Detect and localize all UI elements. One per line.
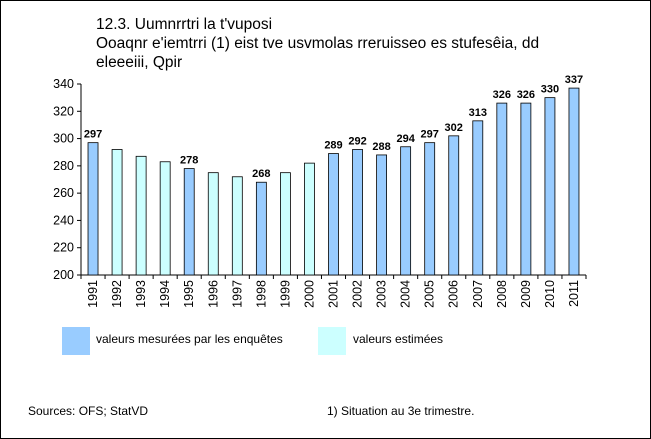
bar-2000	[304, 162, 315, 276]
data-label-2001: 289	[324, 140, 342, 152]
bar-1994	[159, 161, 171, 276]
bar-1997	[231, 176, 243, 276]
x-tick-label-1994: 1994	[158, 280, 172, 308]
footer-note: 1) Situation au 3e trimestre.	[327, 404, 475, 418]
y-tick-label-240: 240	[53, 213, 74, 227]
x-tick-label-2008: 2008	[495, 280, 509, 308]
bar-2010	[544, 97, 556, 276]
bar-2004	[400, 146, 412, 276]
x-tick-label-1996: 1996	[206, 280, 220, 308]
x-tick-label-1995: 1995	[182, 280, 196, 308]
data-label-2005: 297	[421, 129, 439, 141]
bar-2008	[496, 102, 508, 276]
data-label-2011: 337	[565, 74, 583, 86]
legend-swatch-estimated	[318, 327, 346, 355]
bar-1991	[87, 142, 99, 276]
data-label-2008: 326	[493, 89, 511, 101]
bar-2001	[328, 153, 339, 276]
bar-1996	[207, 172, 219, 276]
x-tick-label-1993: 1993	[134, 280, 148, 308]
x-tick-label-1998: 1998	[254, 280, 268, 308]
x-tick-label-1992: 1992	[110, 280, 124, 308]
data-label-2003: 288	[372, 141, 390, 153]
x-tick-label-2003: 2003	[375, 280, 389, 308]
x-tick-label-2009: 2009	[519, 280, 533, 308]
data-label-2002: 292	[348, 135, 366, 147]
y-tick-label-340: 340	[53, 77, 74, 91]
bar-2011	[568, 87, 580, 276]
x-tick-label-2011: 2011	[567, 280, 581, 307]
legend-swatch-measured	[62, 327, 90, 355]
bar-2003	[376, 154, 387, 276]
x-tick-label-2000: 2000	[302, 280, 316, 308]
x-tick-label-2005: 2005	[423, 280, 437, 308]
bar-1995	[183, 168, 195, 276]
x-tick-label-2007: 2007	[471, 280, 485, 308]
x-tick-label-1997: 1997	[230, 280, 244, 308]
x-tick-label-2002: 2002	[351, 280, 365, 308]
chart-title-line-3: eleeeiii, Qpir	[96, 54, 183, 71]
y-tick-label-320: 320	[53, 104, 74, 118]
plot-area: 200 220 240 260 280 300 320 340 1991 297 1992 1993 1…	[53, 74, 587, 308]
chart-title-line-2: Ooaqnr e'iemtrri (1) eist tve usvmolas r…	[96, 35, 540, 52]
data-label-2007: 313	[469, 107, 487, 119]
footer-sources: Sources: OFS; StatVD	[28, 404, 149, 418]
y-tick-label-300: 300	[53, 132, 74, 146]
data-label-2006: 302	[445, 122, 463, 134]
legend-label-estimated: valeurs estimées	[353, 332, 444, 346]
y-tick-label-220: 220	[53, 241, 74, 255]
bar-2002	[352, 149, 363, 276]
bar-1993	[135, 155, 147, 276]
chart-title-line-1: 12.3. Uumnrrtri la t'vuposi	[96, 16, 273, 33]
y-tick-label-280: 280	[53, 159, 74, 173]
bar-1992	[111, 149, 123, 276]
data-label-2009: 326	[517, 89, 535, 101]
x-tick-label-1999: 1999	[278, 280, 292, 308]
data-label-1998: 268	[252, 168, 270, 180]
y-tick-label-200: 200	[53, 268, 74, 282]
data-label-1995: 278	[180, 155, 198, 167]
bar-1999	[280, 172, 291, 276]
legend-label-measured: valeurs mesurées par les enquêtes	[96, 332, 283, 346]
x-tick-label-2010: 2010	[543, 280, 557, 308]
bar-2006	[448, 135, 460, 276]
x-tick-label-2001: 2001	[327, 280, 341, 308]
y-tick-label-260: 260	[53, 186, 74, 200]
bar-2009	[520, 102, 532, 276]
data-label-2010: 330	[541, 84, 559, 96]
bar-2005	[424, 142, 436, 276]
x-tick-label-2004: 2004	[399, 280, 413, 308]
x-tick-label-2006: 2006	[447, 280, 461, 308]
bar-2007	[472, 120, 484, 276]
bar-1998	[255, 181, 267, 276]
data-label-1991: 297	[84, 129, 102, 141]
chart-title-block: 12.3. Uumnrrtri la t'vuposi Ooaqnr e'iem…	[96, 15, 636, 72]
x-tick-label-1991: 1991	[86, 280, 100, 308]
data-label-2004: 294	[396, 133, 415, 145]
